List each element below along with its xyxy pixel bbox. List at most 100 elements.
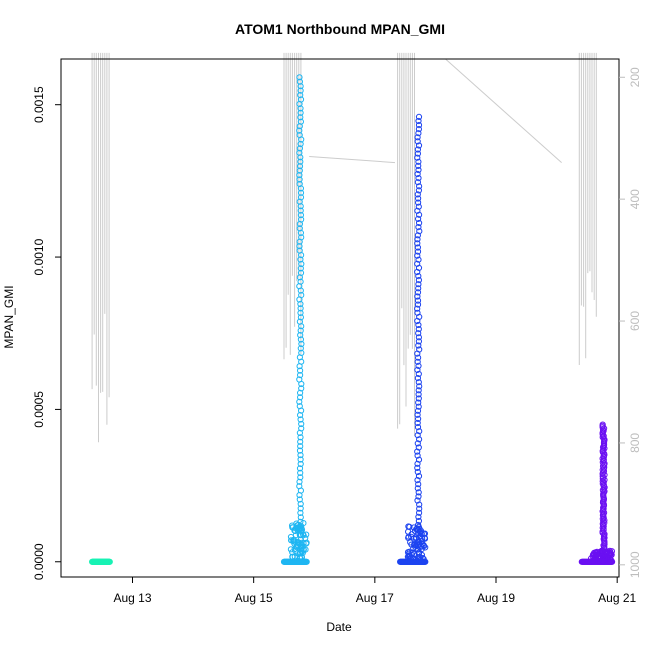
data-point xyxy=(414,358,421,365)
data-point xyxy=(296,176,303,183)
data-point xyxy=(416,509,423,516)
data-point xyxy=(296,483,303,490)
data-point xyxy=(298,349,305,356)
data-point xyxy=(297,92,304,99)
data-point xyxy=(298,425,305,432)
data-point xyxy=(296,180,303,188)
data-point xyxy=(297,327,304,334)
data-point xyxy=(416,436,423,443)
y-tick-label: 0.0010 xyxy=(32,238,46,275)
data-point xyxy=(297,207,304,214)
data-point xyxy=(415,203,422,210)
data-point xyxy=(292,532,299,539)
data-point xyxy=(414,526,422,533)
data-point xyxy=(414,191,421,198)
data-point xyxy=(415,215,422,222)
data-point xyxy=(415,273,422,280)
data-point xyxy=(419,554,426,562)
data-point xyxy=(296,554,303,561)
data-point xyxy=(302,546,309,553)
x-tick-label: Aug 21 xyxy=(598,591,636,605)
data-point xyxy=(414,232,421,239)
data-point xyxy=(415,521,422,529)
data-point xyxy=(415,142,423,149)
data-point xyxy=(297,518,304,525)
data-point xyxy=(303,531,310,538)
data-point xyxy=(414,460,421,467)
depth-connector xyxy=(309,156,396,164)
data-point xyxy=(297,549,304,557)
data-point xyxy=(415,175,422,182)
data-point xyxy=(297,314,304,321)
data-point xyxy=(298,420,305,428)
data-point xyxy=(297,278,304,285)
data-point xyxy=(415,334,422,341)
data-point xyxy=(415,415,422,422)
x-tick-label: Aug 13 xyxy=(113,591,151,605)
data-point xyxy=(297,154,304,161)
right-tick-label: 600 xyxy=(628,311,642,331)
data-point xyxy=(287,546,294,553)
data-point xyxy=(415,166,422,174)
data-point xyxy=(297,452,304,459)
data-point xyxy=(415,530,422,537)
data-point xyxy=(297,109,304,116)
data-point xyxy=(296,274,303,281)
data-point xyxy=(415,321,422,329)
data-point xyxy=(296,167,303,174)
data-point xyxy=(415,550,422,557)
data-point xyxy=(415,456,423,463)
x-axis-label: Date xyxy=(326,620,352,634)
data-point xyxy=(414,236,421,243)
data-point xyxy=(415,387,422,394)
data-point xyxy=(106,558,113,565)
data-point xyxy=(297,87,304,94)
data-point xyxy=(298,340,305,348)
data-point xyxy=(297,372,304,379)
data-point xyxy=(296,172,303,179)
data-point xyxy=(296,318,303,325)
data-point xyxy=(416,219,423,227)
data-point xyxy=(297,83,304,90)
data-point xyxy=(405,557,413,564)
data-point xyxy=(414,557,421,564)
data-point xyxy=(296,532,303,539)
data-point xyxy=(415,362,422,369)
x-tick-label: Aug 19 xyxy=(477,591,515,605)
data-point xyxy=(414,207,421,214)
data-point xyxy=(415,473,423,480)
right-tick-label: 200 xyxy=(628,67,642,87)
data-point xyxy=(407,539,414,546)
data-point xyxy=(296,496,303,503)
data-point xyxy=(297,189,305,196)
data-point xyxy=(297,514,304,521)
data-point xyxy=(414,309,421,316)
data-point xyxy=(415,338,422,345)
data-point xyxy=(416,346,423,353)
data-point xyxy=(296,145,303,152)
data-point xyxy=(414,301,422,308)
data-point xyxy=(414,289,422,296)
data-point xyxy=(416,383,423,390)
data-point xyxy=(296,132,303,139)
data-point xyxy=(296,540,303,548)
data-point xyxy=(297,256,304,263)
data-point xyxy=(297,203,304,210)
data-point xyxy=(297,96,305,103)
data-point xyxy=(415,370,422,378)
data-point xyxy=(415,517,422,525)
depth-connector xyxy=(445,58,562,163)
data-point xyxy=(415,158,422,165)
data-point xyxy=(414,297,422,304)
data-point xyxy=(297,505,304,512)
data-point xyxy=(297,105,304,112)
data-point xyxy=(296,127,303,134)
data-point xyxy=(297,509,304,517)
data-point xyxy=(297,434,304,441)
data-point xyxy=(414,477,421,484)
data-point xyxy=(296,523,303,530)
data-points xyxy=(89,74,616,565)
data-point xyxy=(415,538,422,545)
data-point xyxy=(415,117,422,125)
